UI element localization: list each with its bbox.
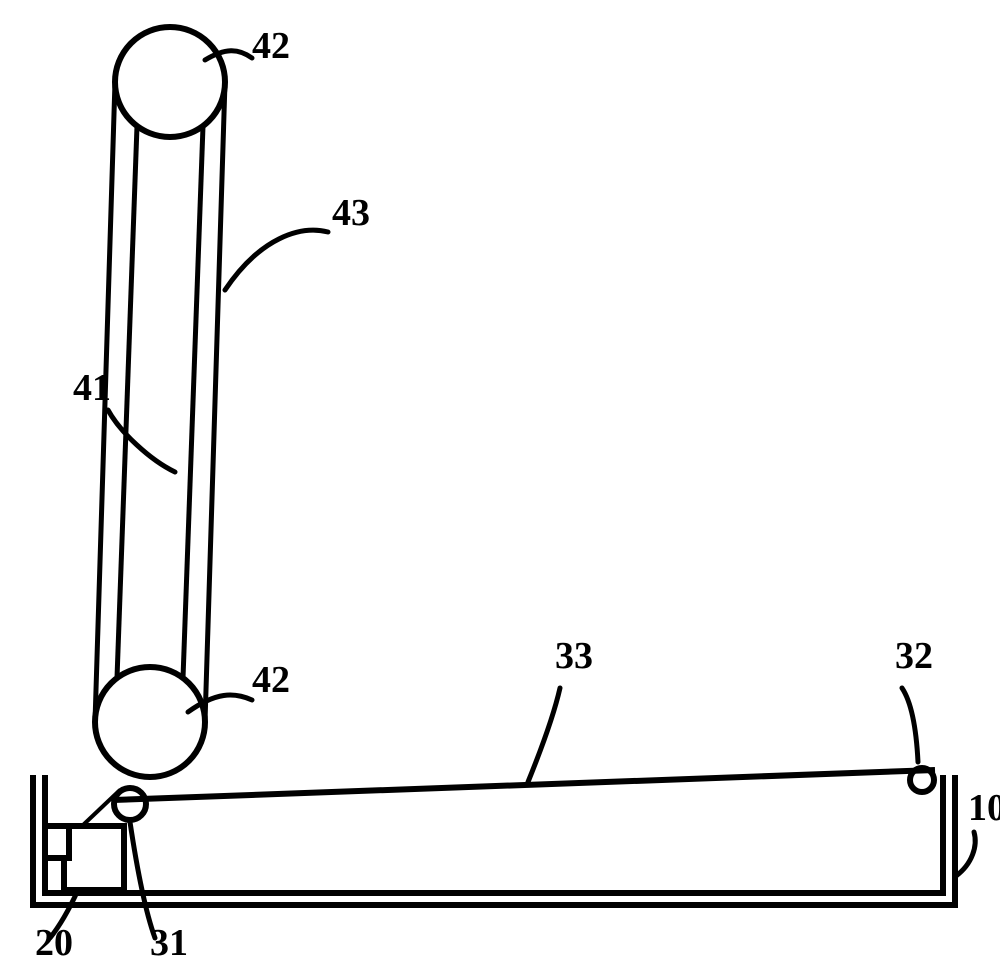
label-l42top: 42 <box>252 25 290 67</box>
label-l20: 20 <box>35 922 73 964</box>
leader-l10 <box>956 832 975 876</box>
membrane-33 <box>113 770 935 800</box>
label-l10: 10 <box>968 787 1000 829</box>
belt-inner-left <box>117 126 137 678</box>
leader-l33 <box>528 688 560 782</box>
belt-inner-right <box>183 126 203 678</box>
label-l33: 33 <box>555 635 593 677</box>
shaft-31 <box>114 788 146 820</box>
label-l43: 43 <box>332 192 370 234</box>
tray-outer <box>33 775 955 905</box>
belt-outer-right <box>205 82 225 722</box>
pulley-42-bottom <box>95 667 205 777</box>
leader-l31 <box>130 822 155 938</box>
label-l31: 31 <box>150 922 188 964</box>
label-l41: 41 <box>73 367 111 409</box>
patent-figure: 42 43 41 42 33 32 10 20 31 <box>0 0 1000 970</box>
tray-inner <box>45 775 943 893</box>
label-l42bot: 42 <box>252 659 290 701</box>
motor-body <box>64 826 124 890</box>
leader-l41 <box>108 410 175 472</box>
pulley-42-top <box>115 27 225 137</box>
label-l32: 32 <box>895 635 933 677</box>
motor-tab <box>45 826 69 858</box>
leader-l32 <box>902 688 918 762</box>
leader-l43 <box>225 230 328 290</box>
